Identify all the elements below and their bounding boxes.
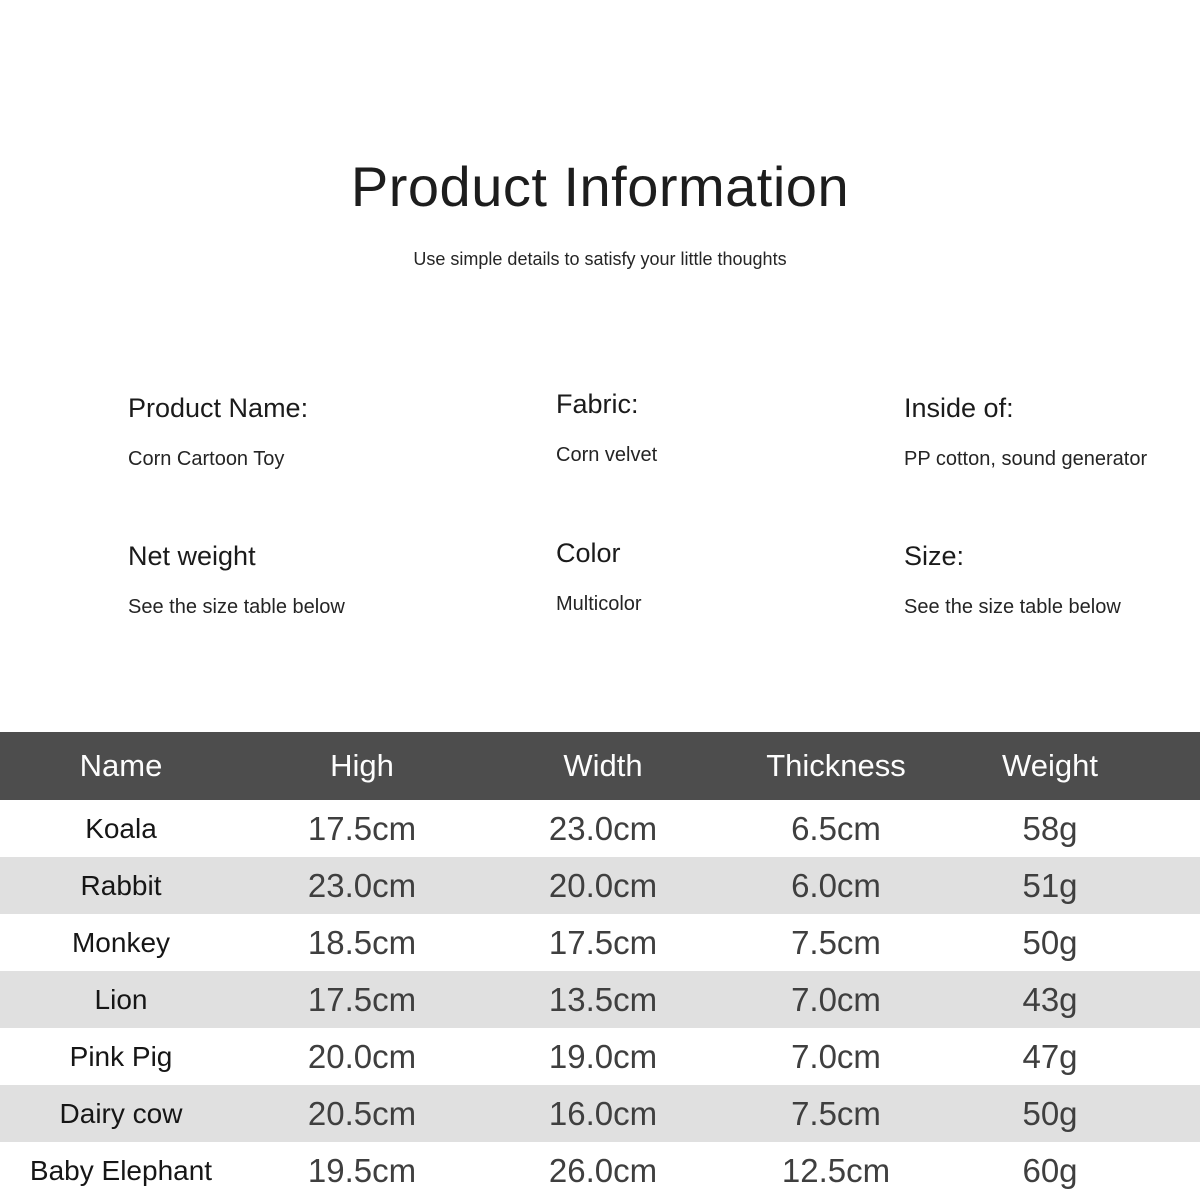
- cell-thickness: 12.5cm: [781, 1151, 891, 1189]
- cell-high: 17.5cm: [307, 980, 417, 1018]
- cell-width: 19.0cm: [548, 1037, 658, 1075]
- spec-inside-of: Inside of: PP cotton, sound generator: [904, 390, 1147, 472]
- cell-width: 16.0cm: [548, 1094, 658, 1132]
- spec-value: Corn Cartoon Toy: [128, 448, 285, 470]
- cell-high: 23.0cm: [307, 866, 417, 904]
- spec-value: Multicolor: [556, 593, 642, 615]
- cell-width: 13.5cm: [548, 980, 658, 1018]
- cell-name: Koala: [85, 812, 157, 844]
- spec-product-name: Product Name: Corn Cartoon Toy: [128, 390, 308, 472]
- cell-thickness: 7.5cm: [791, 923, 881, 961]
- cell-thickness: 6.0cm: [791, 866, 881, 904]
- cell-high: 19.5cm: [307, 1151, 417, 1189]
- cell-name: Baby Elephant: [29, 1154, 213, 1186]
- cell-weight: 60g: [1022, 1151, 1078, 1189]
- spec-value: See the size table below: [904, 596, 1121, 618]
- table-row: Koala 17.5cm 23.0cm 6.5cm 58g: [0, 800, 1200, 857]
- spec-value: See the size table below: [128, 596, 345, 618]
- spec-value: Corn velvet: [556, 444, 658, 466]
- spec-value: PP cotton, sound generator: [904, 448, 1148, 470]
- page-subtitle: Use simple details to satisfy your littl…: [413, 249, 787, 269]
- cell-width: 23.0cm: [548, 809, 658, 847]
- column-header-width: Width: [563, 748, 643, 783]
- table-row: Baby Elephant 19.5cm 26.0cm 12.5cm 60g: [0, 1142, 1200, 1199]
- spec-color: Color Multicolor: [556, 535, 642, 617]
- cell-name: Monkey: [71, 926, 171, 958]
- cell-width: 17.5cm: [548, 923, 658, 961]
- cell-weight: 51g: [1022, 866, 1078, 904]
- cell-weight: 58g: [1022, 809, 1078, 847]
- cell-name: Lion: [94, 983, 148, 1015]
- cell-weight: 50g: [1022, 1094, 1078, 1132]
- cell-thickness: 7.5cm: [791, 1094, 881, 1132]
- size-table-header-row: Name High Width Thickness Weight: [0, 730, 1200, 800]
- spec-label: Product Name:: [128, 393, 309, 423]
- cell-weight: 50g: [1022, 923, 1078, 961]
- cell-weight: 47g: [1022, 1037, 1078, 1075]
- table-row: Monkey 18.5cm 17.5cm 7.5cm 50g: [0, 914, 1200, 971]
- spec-label: Net weight: [128, 541, 256, 571]
- cell-high: 18.5cm: [307, 923, 417, 961]
- spec-net-weight: Net weight See the size table below: [128, 538, 345, 620]
- table-row: Lion 17.5cm 13.5cm 7.0cm 43g: [0, 971, 1200, 1028]
- cell-high: 17.5cm: [307, 809, 417, 847]
- cell-width: 20.0cm: [548, 866, 658, 904]
- spec-fabric: Fabric: Corn velvet: [556, 386, 657, 468]
- cell-thickness: 7.0cm: [791, 980, 881, 1018]
- spec-label: Inside of:: [904, 393, 1014, 423]
- cell-thickness: 7.0cm: [791, 1037, 881, 1075]
- cell-high: 20.5cm: [307, 1094, 417, 1132]
- column-header-thickness: Thickness: [766, 748, 906, 783]
- spec-label: Fabric:: [556, 389, 639, 419]
- cell-name: Rabbit: [80, 869, 162, 901]
- page-title: Product Information: [350, 155, 850, 218]
- column-header-high: High: [330, 748, 394, 783]
- cell-width: 26.0cm: [548, 1151, 658, 1189]
- cell-thickness: 6.5cm: [791, 809, 881, 847]
- cell-high: 20.0cm: [307, 1037, 417, 1075]
- column-header-weight: Weight: [1002, 748, 1098, 783]
- cell-name: Pink Pig: [69, 1040, 173, 1072]
- cell-weight: 43g: [1022, 980, 1078, 1018]
- table-row: Pink Pig 20.0cm 19.0cm 7.0cm 47g: [0, 1028, 1200, 1085]
- spec-label: Size:: [904, 541, 965, 571]
- spec-label: Color: [556, 538, 621, 568]
- column-header-name: Name: [79, 748, 163, 783]
- cell-name: Dairy cow: [59, 1097, 183, 1129]
- spec-size: Size: See the size table below: [904, 538, 1121, 620]
- table-row: Dairy cow 20.5cm 16.0cm 7.5cm 50g: [0, 1085, 1200, 1142]
- table-row: Rabbit 23.0cm 20.0cm 6.0cm 51g: [0, 857, 1200, 914]
- size-table: Name High Width Thickness Weight Koala 1…: [0, 730, 1200, 1199]
